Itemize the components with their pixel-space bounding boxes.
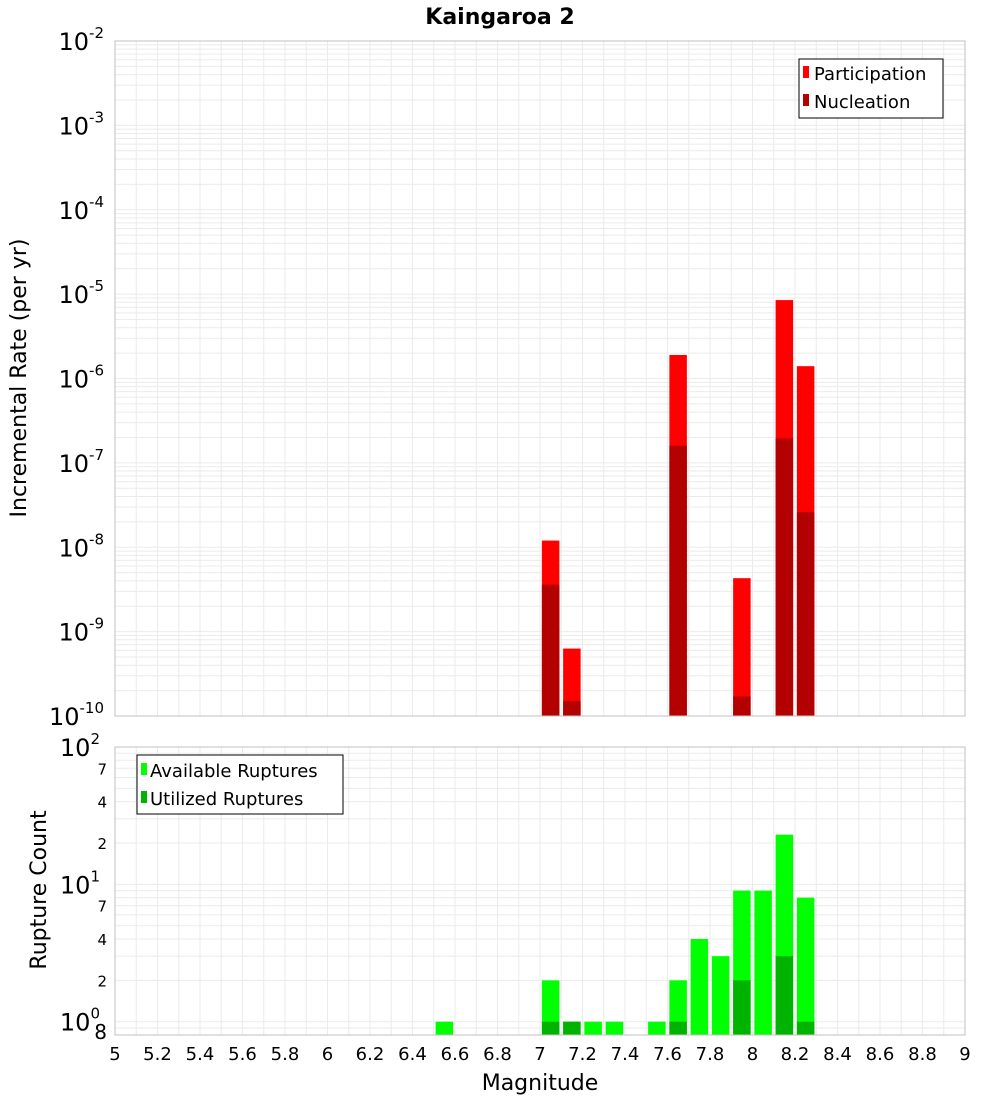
utilized-ruptures-bar (796, 1021, 815, 1035)
nucleation-bar (733, 696, 751, 716)
bottom-y-minor-tick-label: 8 (94, 1020, 107, 1044)
available-ruptures-bar (541, 980, 560, 1035)
x-tick-label: 5.2 (143, 1044, 172, 1065)
legend-nucleation-label: Nucleation (814, 92, 910, 113)
available-ruptures-bar (669, 980, 687, 1035)
x-tick-label: 8.2 (781, 1044, 810, 1065)
x-tick-label: 6 (322, 1044, 333, 1065)
bottom-y-minor-tick-label: 2 (97, 972, 107, 990)
nucleation-bar (669, 445, 687, 716)
top-y-tick-label: 10-5 (58, 277, 104, 309)
top-y-tick-label: 10-2 (58, 24, 104, 56)
x-tick-label: 9 (959, 1044, 970, 1065)
legend-available-label: Available Ruptures (150, 761, 318, 782)
available-ruptures-bar (605, 1021, 624, 1035)
legend-bottom: Available Ruptures Utilized Ruptures (136, 754, 344, 815)
bottom-y-major-tick-label: 101 (60, 867, 100, 899)
nucleation-bar (541, 584, 560, 716)
x-tick-label: 8.8 (908, 1044, 937, 1065)
top-y-tick-label: 10-10 (49, 699, 104, 731)
bottom-y-minor-tick-label: 7 (97, 898, 107, 916)
available-ruptures-bar (690, 939, 709, 1035)
available-ruptures-bar (754, 890, 772, 1035)
x-tick-label: 6.8 (483, 1044, 512, 1065)
participation-bar (563, 648, 581, 716)
top-y-tick-label: 10-9 (58, 615, 104, 647)
legend-top-box (798, 58, 944, 119)
utilized-ruptures-bar (733, 980, 751, 1035)
legend-top: Participation Nucleation (798, 58, 944, 119)
chart-title: Kaingaroa 2 (425, 5, 574, 30)
available-ruptures-bar (648, 1021, 666, 1035)
x-tick-label: 7 (534, 1044, 545, 1065)
legend-participation-label: Participation (814, 64, 926, 85)
bottom-y-minor-tick-label: 7 (97, 760, 107, 778)
x-tick-label: 5.4 (186, 1044, 215, 1065)
frame-layer (114, 40, 966, 1036)
legend-bottom-box (136, 754, 344, 815)
top-y-tick-label: 10-7 (58, 446, 104, 478)
x-tick-label: 7.2 (568, 1044, 597, 1065)
nucleation-bar (796, 512, 815, 716)
utilized-ruptures-bar (563, 1021, 581, 1035)
participation-bar (733, 578, 751, 716)
x-tick-label: 8 (747, 1044, 758, 1065)
bottom-y-minor-tick-label: 2 (97, 835, 107, 853)
ticks-layer: 10-10 10-9 10-8 10-7 10-6 10-5 10-4 10-3 10-2 100… (49, 24, 971, 1065)
x-axis-label: Magnitude (482, 1071, 599, 1096)
bars-layer (435, 300, 815, 1035)
bottom-y-minor-tick-label: 4 (97, 794, 107, 812)
available-ruptures-bar (435, 1021, 454, 1035)
x-tick-label: 8.4 (823, 1044, 852, 1065)
available-ruptures-bar (584, 1021, 602, 1035)
grid-layer (114, 41, 966, 1036)
x-tick-label: 7.6 (653, 1044, 682, 1065)
x-tick-label: 5.8 (271, 1044, 300, 1065)
x-tick-label: 7.4 (611, 1044, 640, 1065)
x-tick-label: 7.8 (696, 1044, 725, 1065)
top-y-tick-label: 10-8 (58, 530, 104, 562)
legend-utilized-label: Utilized Ruptures (150, 789, 303, 810)
bottom-y-major-tick-label: 100 (60, 1005, 100, 1037)
legend-nucleation-swatch (803, 94, 809, 106)
top-y-tick-label: 10-6 (58, 362, 104, 394)
top-plot-frame (114, 40, 966, 717)
legend-available-swatch (141, 763, 147, 775)
utilized-ruptures-bar (775, 956, 794, 1035)
legend-utilized-swatch (141, 791, 147, 803)
available-ruptures-bar (711, 956, 730, 1035)
top-y-tick-label: 10-4 (58, 193, 104, 225)
nucleation-bar (563, 701, 581, 716)
bottom-y-major-tick-label: 102 (60, 730, 100, 762)
x-tick-label: 6.2 (356, 1044, 385, 1065)
bottom-plot-frame (114, 746, 966, 1036)
x-tick-label: 6.4 (398, 1044, 427, 1065)
top-y-axis-label: Incremental Rate (per yr) (7, 239, 32, 518)
utilized-ruptures-bar (669, 1021, 687, 1035)
x-tick-label: 8.6 (866, 1044, 895, 1065)
utilized-ruptures-bar (541, 1021, 560, 1035)
legend-participation-swatch (803, 66, 809, 78)
x-tick-label: 5 (109, 1044, 120, 1065)
x-tick-label: 5.6 (228, 1044, 257, 1065)
bottom-y-minor-tick-label: 4 (97, 931, 107, 949)
nucleation-bar (775, 438, 794, 716)
available-ruptures-bar (796, 897, 815, 1035)
x-tick-label: 6.6 (441, 1044, 470, 1065)
bottom-y-axis-label: Rupture Count (27, 810, 52, 970)
top-y-tick-label: 10-3 (58, 108, 104, 140)
